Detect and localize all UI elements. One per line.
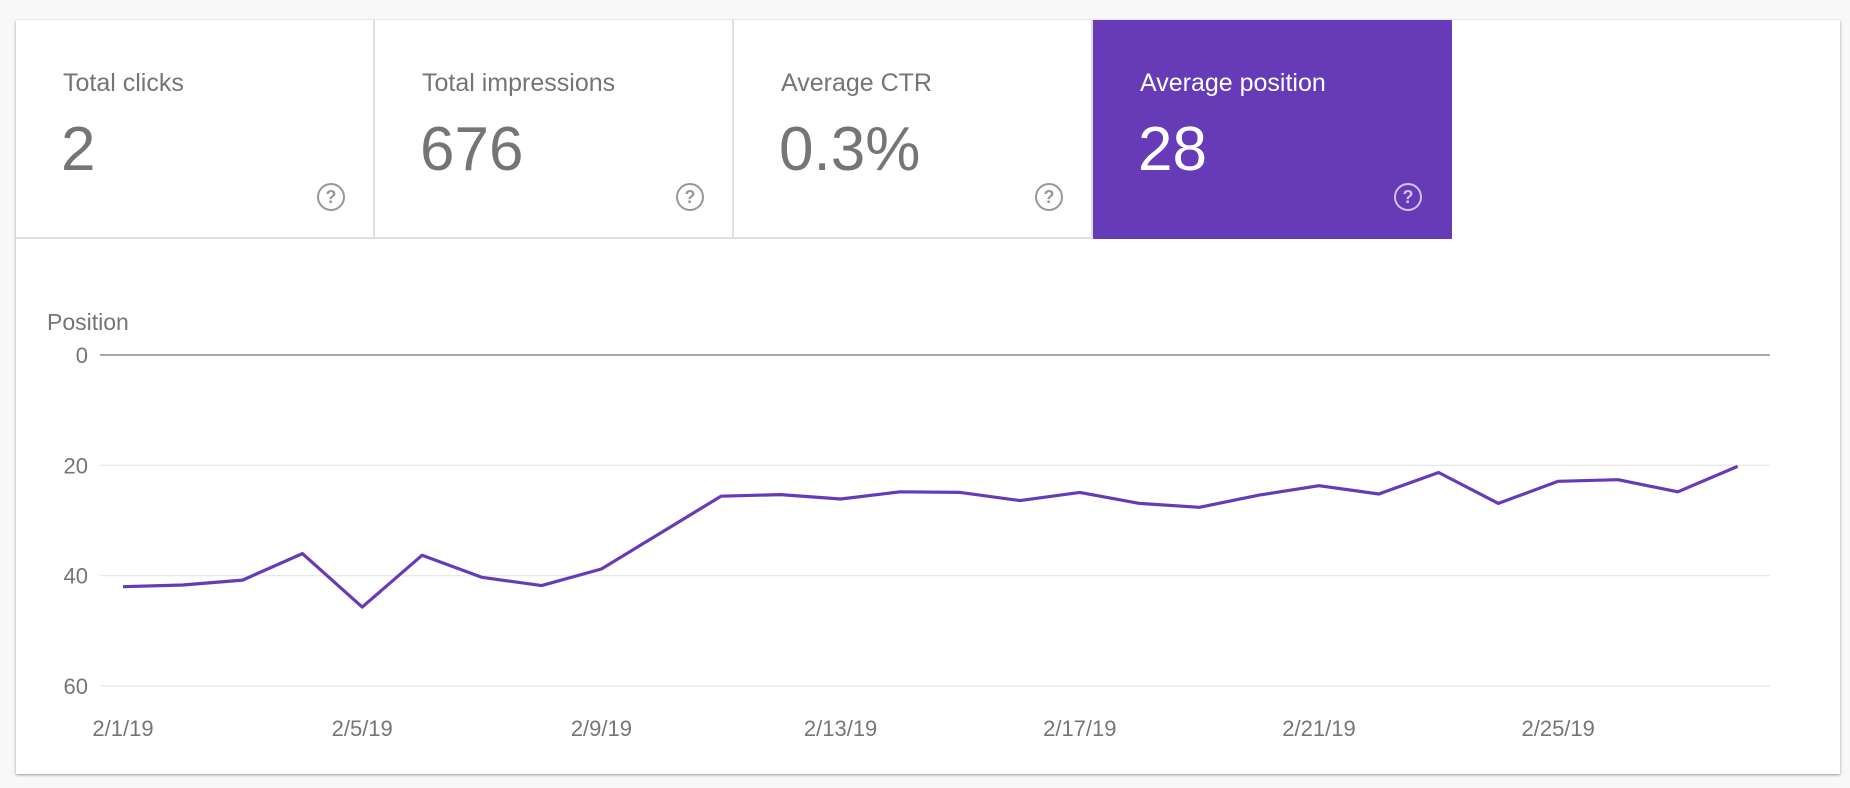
performance-card: Total clicks 2 ? Total impressions 676 ?… [16, 20, 1840, 774]
metric-label: Average position [1140, 69, 1326, 97]
metric-total-impressions[interactable]: Total impressions 676 ? [375, 20, 734, 239]
x-tick-label: 2/17/19 [1043, 716, 1116, 741]
y-tick-label: 60 [64, 674, 88, 699]
metric-label: Total clicks [63, 69, 184, 97]
metric-value: 676 [420, 115, 524, 184]
x-tick-label: 2/1/19 [92, 716, 153, 741]
x-tick-label: 2/5/19 [332, 716, 393, 741]
position-line-chart: Position 0 20 40 60 2/1/19 2/5/19 2/9/19 2/13/… [47, 309, 1770, 741]
metric-value: 28 [1138, 115, 1207, 184]
x-axis-ticks: 2/1/19 2/5/19 2/9/19 2/13/19 2/17/19 2/21/19 2… [92, 716, 1594, 741]
x-tick-label: 2/21/19 [1282, 716, 1355, 741]
series-line-position [122, 464, 1739, 609]
metric-value: 2 [61, 115, 96, 184]
series-lines [122, 464, 1739, 609]
y-tick-label: 20 [64, 453, 88, 478]
gridlines [100, 354, 1770, 687]
x-tick-label: 2/9/19 [571, 716, 632, 741]
metric-value: 0.3% [779, 115, 921, 184]
y-axis-ticks: 0 20 40 60 [64, 343, 88, 699]
y-tick-label: 0 [76, 343, 88, 368]
metrics-row: Total clicks 2 ? Total impressions 676 ?… [16, 20, 1836, 239]
metric-average-ctr[interactable]: Average CTR 0.3% ? [734, 20, 1093, 239]
metric-label: Total impressions [422, 69, 616, 97]
metric-label: Average CTR [781, 69, 932, 97]
metric-average-position[interactable]: Average position 28 ? [1093, 20, 1452, 239]
x-tick-label: 2/13/19 [804, 716, 877, 741]
help-circle-icon[interactable]: ? [676, 183, 704, 211]
y-tick-label: 40 [64, 564, 88, 589]
metric-total-clicks[interactable]: Total clicks 2 ? [16, 20, 375, 239]
help-circle-icon[interactable]: ? [1394, 183, 1422, 211]
help-circle-icon[interactable]: ? [317, 183, 345, 211]
help-circle-icon[interactable]: ? [1035, 183, 1063, 211]
x-tick-label: 2/25/19 [1521, 716, 1594, 741]
y-axis-title: Position [47, 309, 129, 335]
